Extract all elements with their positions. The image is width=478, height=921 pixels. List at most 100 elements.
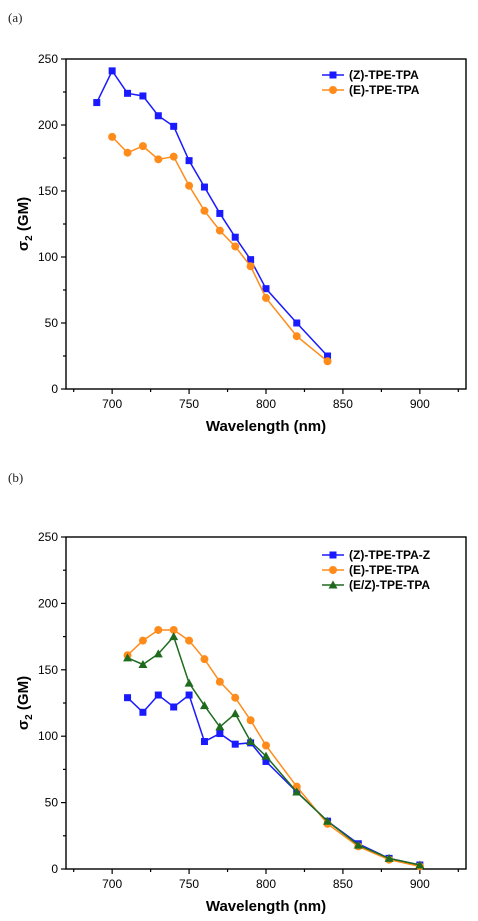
chart-0-series-0-point (324, 352, 332, 360)
chart-1-series-2-point (384, 853, 394, 862)
chart-0-series-1-point (123, 148, 132, 157)
chart-0-y-tick-label: 50 (45, 316, 59, 330)
chart-0-x-tick-label: 850 (333, 397, 353, 411)
chart-1-legend-label-2: (E/Z)-TPE-TPA (349, 578, 430, 592)
chart-0-series-0-point (108, 67, 116, 75)
chart-1-series-0-point (200, 738, 208, 746)
chart-1-series-2-point (261, 751, 271, 760)
chart-0-series-0-point (170, 122, 178, 130)
chart-0-series-0-point (154, 112, 162, 120)
chart-1-series-1-point (262, 741, 270, 750)
chart-1-series-2-point (246, 737, 256, 746)
chart-1-legend-marker-0 (329, 551, 337, 559)
chart-1-y-tick-label: 50 (45, 796, 59, 810)
chart-0-series-0-point (124, 89, 132, 97)
chart-0-series-0-point (200, 183, 208, 191)
chart-0-y-tick-label: 250 (38, 52, 58, 66)
chart-0-y-tick-label: 0 (51, 382, 58, 396)
chart-0-series-1-point (185, 181, 194, 190)
chart-1-y-tick-label: 250 (38, 530, 58, 544)
chart-1-series-0-point (185, 691, 193, 699)
chart-0-series-1-point (215, 226, 224, 235)
chart-1-series-2-point (215, 722, 225, 731)
chart-1-series-1-point (138, 636, 147, 645)
chart-0-series-1-point (262, 293, 270, 302)
chart-1-legend-label-1: (E)-TPE-TPA (349, 563, 420, 577)
chart-1-series-2-point (153, 649, 163, 658)
chart-1-y-axis-label: σ2 (GM) (15, 676, 35, 730)
chart-1-series-0-line (127, 693, 421, 866)
chart-1-series-0-point (262, 757, 270, 765)
chart-1-y-tick-label: 0 (51, 862, 58, 876)
chart-0-series-0-point (231, 233, 239, 241)
chart-1-y-tick-label: 150 (38, 663, 58, 677)
chart-0-series-0-point (185, 157, 193, 165)
panel-label-a: (a) (8, 10, 23, 25)
chart-1-y-tick-label: 100 (38, 729, 58, 743)
chart-1-series-2-point (415, 860, 425, 869)
chart-1-series-2-point (323, 816, 333, 825)
chart-0-y-tick-label: 100 (38, 250, 58, 264)
chart-1-series-2-point (138, 659, 148, 668)
chart-0-y-tick-label: 200 (38, 118, 58, 132)
chart-1-series-2-line (127, 635, 421, 866)
chart-0-x-tick-label: 900 (410, 397, 430, 411)
chart-1-series-1-point (154, 625, 163, 634)
chart-0-series-1-point (108, 132, 117, 141)
chart-1-series-1-point (200, 655, 209, 664)
chart-0-series-0-point (216, 209, 224, 217)
chart-1-series-2-point (230, 709, 240, 718)
chart-1-series-0-point (154, 691, 162, 699)
chart-0-series-1-point (246, 262, 255, 271)
chart-0-series-0-point (93, 99, 101, 107)
chart-1-x-tick-label: 700 (102, 877, 122, 891)
chart-0-legend-marker-0 (329, 71, 337, 79)
chart-1-x-axis-label: Wavelength (nm) (206, 898, 326, 915)
chart-1-x-tick-label: 750 (179, 877, 199, 891)
chart-1-series-2-point (292, 787, 302, 796)
chart-0-series-0-line (96, 69, 329, 357)
chart-0-plot-frame (65, 58, 467, 390)
chart-1-legend-marker-2 (328, 580, 338, 589)
chart-1-x-tick-label: 900 (410, 877, 430, 891)
chart-1-series-0-point (139, 708, 147, 716)
chart-0-series-1-line (111, 136, 329, 362)
chart-1-series-1-point (231, 693, 240, 702)
chart-0-series-1-point (169, 152, 178, 161)
chart-1-series-1-line (127, 629, 421, 868)
panel-label-b: (b) (8, 470, 24, 485)
chart-1-series-0-point (170, 703, 178, 711)
chart-0-series-1-point (292, 332, 301, 341)
chart-0-x-tick-label: 700 (102, 397, 122, 411)
chart-0-series-1-point (138, 142, 147, 151)
chart-0-series-1-point (323, 357, 332, 366)
chart-0-legend-marker-1 (329, 86, 337, 94)
chart-1-series-0-point (124, 694, 132, 702)
chart-1-series-1-point (246, 716, 255, 725)
chart-1-series-1-point (169, 625, 178, 634)
chart-1-series-1-point (185, 636, 194, 645)
chart-0-series-1-point (154, 155, 163, 164)
chart-0-series-1-point (200, 206, 209, 215)
chart-0-x-tick-label: 800 (256, 397, 276, 411)
chart-1-x-tick-label: 850 (333, 877, 353, 891)
chart-0-x-tick-label: 750 (179, 397, 199, 411)
chart-1-series-0-point (216, 730, 224, 738)
chart-1-legend-marker-1 (329, 566, 337, 574)
chart-1-series-2-point (169, 632, 179, 641)
chart-0-y-tick-label: 150 (38, 184, 58, 198)
chart-1-series-2-point (184, 678, 194, 687)
chart-1-series-0-point (231, 740, 239, 748)
chart-0-series-0-point (293, 319, 301, 327)
chart-0-x-axis-label: Wavelength (nm) (206, 418, 326, 435)
chart-b: 700 750 800 850 900 0 50 100 150 200 250 Wavelength… (15, 530, 467, 915)
chart-0-series-0-point (262, 285, 270, 293)
chart-1-series-2-point (353, 840, 363, 849)
chart-0-legend-label-1: (E)-TPE-TPA (349, 83, 420, 97)
chart-0-series-0-point (139, 92, 147, 100)
chart-1-series-2-point (123, 653, 133, 662)
chart-0-series-1-point (231, 242, 240, 251)
chart-a: 700 750 800 850 900 0 50 100 150 200 250 Wavelength… (15, 52, 467, 435)
chart-1-series-1-point (215, 677, 224, 686)
chart-0-y-axis-label: σ2 (GM) (15, 197, 35, 251)
